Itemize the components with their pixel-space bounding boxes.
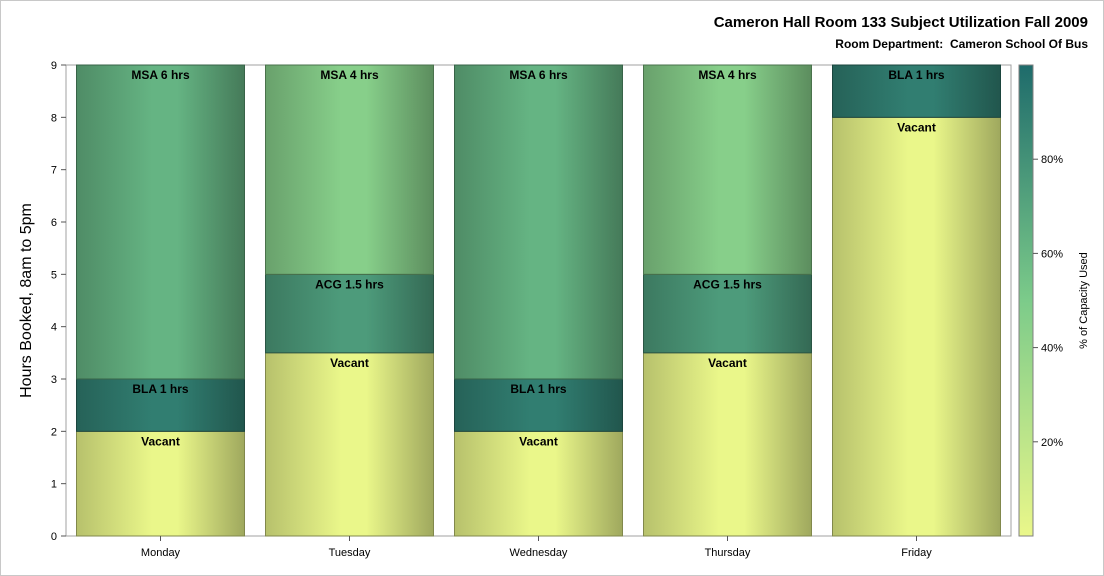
y-tick-label: 0 (51, 531, 57, 543)
colorbar-tick-label: 60% (1041, 248, 1063, 260)
chart-title: Cameron Hall Room 133 Subject Utilizatio… (713, 14, 1088, 31)
bar-segment (76, 378, 245, 432)
segment-label: MSA 4 hrs (320, 68, 379, 82)
bar-segment (76, 430, 245, 537)
bar-segment (76, 64, 245, 380)
x-tick-label: Monday (141, 547, 181, 559)
segment-label: Vacant (330, 356, 369, 370)
x-tick-label: Friday (901, 547, 932, 559)
y-tick-label: 8 (51, 112, 57, 124)
y-tick-label: 1 (51, 479, 57, 491)
segment-label: ACG 1.5 hrs (315, 277, 384, 291)
segment-label: Vacant (141, 434, 180, 448)
bar-segment (265, 352, 434, 537)
bar-segment (454, 64, 623, 380)
bar-segment (643, 273, 812, 354)
chart-subtitle: Room Department: Cameron School Of Bus (835, 37, 1088, 51)
bar-segment (265, 64, 434, 275)
y-tick-label: 7 (51, 165, 57, 177)
segment-label: MSA 4 hrs (698, 68, 757, 82)
y-tick-label: 5 (51, 269, 57, 281)
bar-segment (265, 273, 434, 354)
bar-segment (643, 64, 812, 275)
segment-label: ACG 1.5 hrs (693, 277, 762, 291)
y-tick-label: 4 (51, 322, 57, 334)
segment-label: MSA 6 hrs (509, 68, 568, 82)
bar-segment (832, 116, 1001, 537)
segment-label: BLA 1 hrs (510, 382, 567, 396)
x-tick-label: Tuesday (329, 547, 371, 559)
segment-label: BLA 1 hrs (132, 382, 189, 396)
colorbar-title: % of Capacity Used (1078, 252, 1090, 349)
segment-label: MSA 6 hrs (131, 68, 190, 82)
y-tick-label: 3 (51, 374, 57, 386)
y-tick-label: 2 (51, 426, 57, 438)
colorbar-tick-label: 20% (1041, 437, 1063, 449)
y-tick-label: 9 (51, 60, 57, 72)
bar-segment (643, 352, 812, 537)
x-tick-label: Thursday (705, 547, 751, 559)
x-tick-label: Wednesday (510, 547, 568, 559)
segment-label: BLA 1 hrs (888, 68, 945, 82)
colorbar (1018, 64, 1034, 537)
segment-label: Vacant (519, 434, 558, 448)
colorbar-tick-label: 80% (1041, 154, 1063, 166)
bar-segment (454, 430, 623, 537)
segment-label: Vacant (708, 356, 747, 370)
segment-label: Vacant (897, 120, 936, 134)
y-axis-title: Hours Booked, 8am to 5pm (18, 203, 35, 398)
y-tick-label: 6 (51, 217, 57, 229)
bar-segment (832, 64, 1001, 118)
colorbar-tick-label: 40% (1041, 343, 1063, 355)
